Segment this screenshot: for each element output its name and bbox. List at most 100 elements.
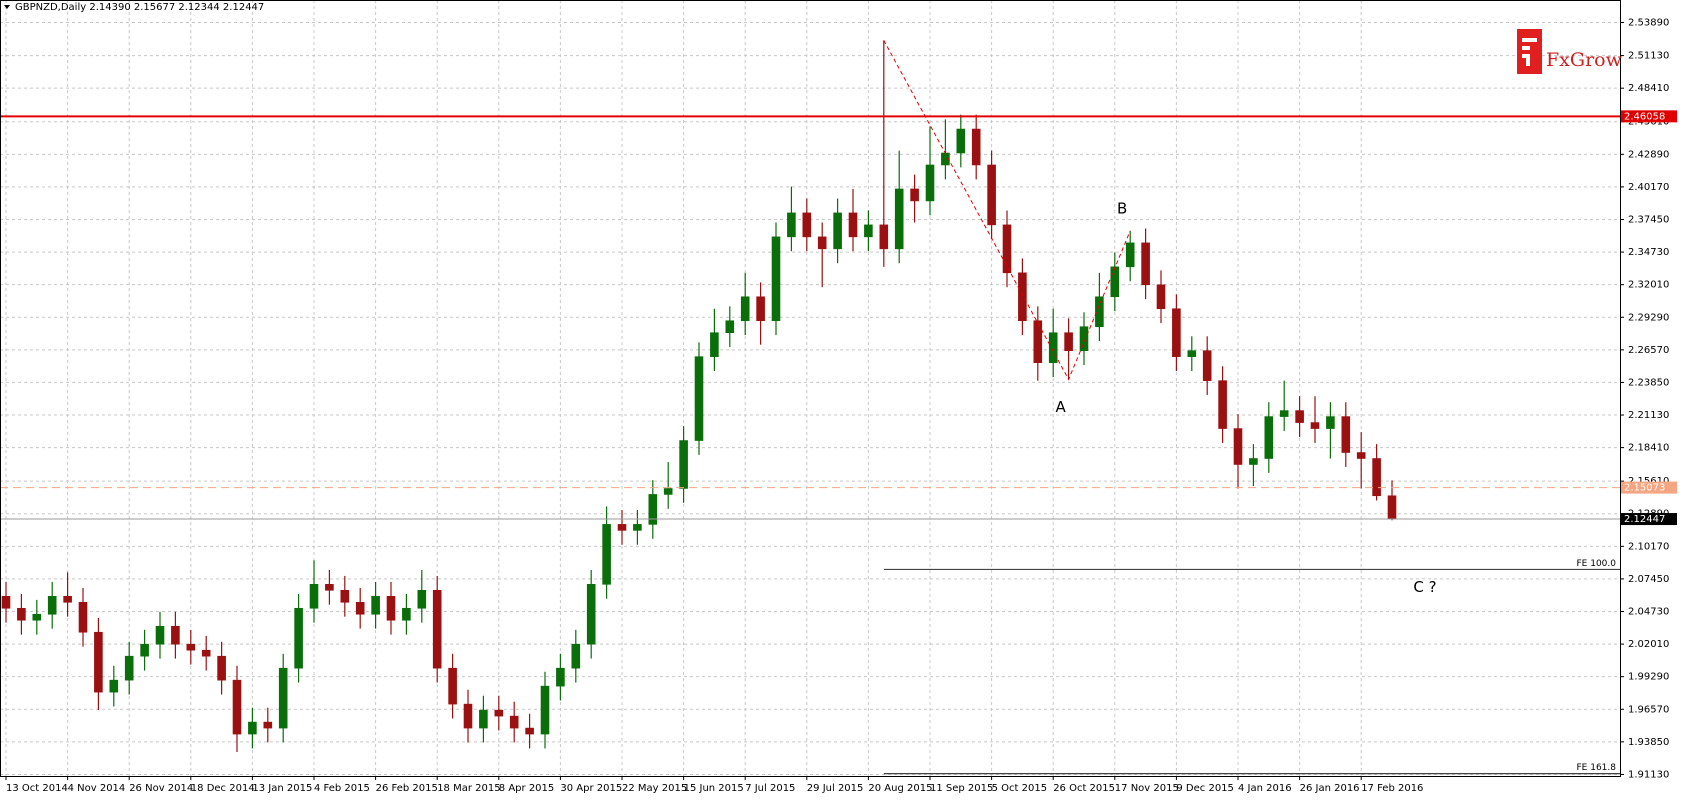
y-tick-label: 2.37450 [1628, 214, 1669, 225]
candle-body [987, 164, 996, 226]
candle-body [648, 494, 658, 525]
candle-body [155, 625, 165, 645]
candle-body [787, 212, 796, 238]
candle-body [402, 607, 411, 621]
x-tick-label: 20 Aug 2015 [868, 783, 932, 794]
x-tick-label: 4 Jan 2016 [1238, 783, 1292, 794]
candle-body [309, 584, 319, 609]
candle-body [1233, 428, 1243, 465]
logo-text: FxGrow [1546, 49, 1623, 71]
candle-body [386, 595, 396, 621]
candle-body [1141, 242, 1150, 286]
y-tick-label: 2.29290 [1628, 312, 1669, 323]
plot-frame [0, 0, 1621, 777]
wave-label: B [1117, 199, 1127, 217]
candle-body [201, 649, 211, 657]
x-tick-label: 26 Nov 2014 [129, 783, 193, 794]
candle-body [679, 440, 688, 489]
candle-body [586, 584, 596, 645]
candle-body [1156, 284, 1166, 310]
y-tick-label: 2.23850 [1628, 377, 1669, 388]
candle-body [1326, 416, 1335, 429]
y-tick-label: 2.48410 [1628, 83, 1669, 94]
target-label: C ? [1413, 578, 1436, 596]
candle-body [432, 589, 442, 669]
candle-body [694, 356, 704, 441]
fibo-label: FE 161.8 [1577, 763, 1617, 773]
candle-body [171, 625, 180, 645]
candle-body [540, 685, 550, 735]
candle-body [1, 595, 11, 609]
x-tick-label: 29 Jul 2015 [807, 783, 864, 794]
candle-body [1218, 380, 1227, 429]
candle-body [864, 224, 873, 238]
candle-body [617, 524, 627, 531]
grid: 2.538902.511302.484102.456102.428902.401… [0, 0, 1669, 794]
price-label: 2.12447 [1624, 514, 1665, 525]
y-tick-label: 2.02010 [1628, 639, 1669, 650]
candle-body [463, 703, 473, 729]
price-box [1621, 110, 1677, 123]
candle-body [879, 224, 889, 250]
y-tick-label: 2.53890 [1628, 18, 1669, 29]
y-tick-label: 2.04730 [1628, 607, 1669, 618]
y-tick-label: 1.96570 [1628, 704, 1669, 715]
x-tick-label: 26 Oct 2015 [1053, 783, 1115, 794]
candle-body [186, 643, 196, 651]
y-tick-label: 2.40170 [1628, 182, 1669, 193]
candle-body [602, 524, 611, 585]
logo-icon [1517, 29, 1542, 74]
candle-body [448, 667, 457, 705]
candle-body [725, 320, 735, 334]
candle-body [1095, 296, 1104, 328]
candle-body [848, 212, 858, 238]
candle-body [1033, 320, 1043, 363]
candle-body [325, 584, 334, 591]
candle-body [571, 643, 581, 669]
candle-body [494, 709, 504, 717]
candle-body [556, 667, 565, 687]
y-tick-label: 2.07450 [1628, 574, 1669, 585]
y-tick-label: 2.18410 [1628, 443, 1669, 454]
logo-glyph [1522, 38, 1537, 66]
y-tick-label: 1.91130 [1628, 769, 1669, 780]
candle-body [294, 607, 303, 669]
candle-body [833, 212, 842, 250]
x-tick-label: 30 Apr 2015 [560, 783, 622, 794]
x-tick-label: 26 Jan 2016 [1300, 783, 1360, 794]
candle-body [355, 601, 365, 615]
y-tick-label: 2.42890 [1628, 149, 1669, 160]
candle-body [263, 721, 273, 729]
candle-body [479, 709, 488, 729]
candle-body [1341, 416, 1351, 453]
candle-body [17, 607, 26, 621]
candle-body [525, 727, 534, 735]
candle-body [710, 332, 719, 357]
y-tick-label: 2.51130 [1628, 51, 1669, 62]
candle-body [94, 631, 103, 693]
candle-body [63, 595, 72, 603]
candle-body [1387, 495, 1397, 520]
candle-body [509, 715, 519, 729]
x-tick-label: 5 Oct 2015 [992, 783, 1047, 794]
x-tick-label: 26 Feb 2015 [376, 783, 438, 794]
x-tick-label: 15 Jun 2015 [684, 783, 744, 794]
candle-body [1356, 452, 1366, 459]
candle-body [278, 667, 288, 729]
x-tick-label: 13 Oct 2014 [6, 783, 68, 794]
chart-title: GBPNZD,Daily 2.14390 2.15677 2.12344 2.1… [15, 2, 264, 13]
candle-body [1372, 458, 1381, 497]
x-tick-label: 9 Dec 2015 [1176, 783, 1234, 794]
y-tick-label: 2.32010 [1628, 280, 1669, 291]
logo: FxGrow [1517, 29, 1623, 74]
menu-triangle[interactable] [4, 5, 10, 9]
candle-body [32, 613, 42, 621]
candle-body [925, 164, 935, 202]
price-box [1621, 481, 1677, 494]
x-tick-label: 17 Feb 2016 [1361, 783, 1423, 794]
candle-body [1125, 242, 1135, 268]
candle-body [1002, 224, 1012, 274]
price-box [1621, 513, 1677, 526]
candle-body [1279, 410, 1289, 417]
